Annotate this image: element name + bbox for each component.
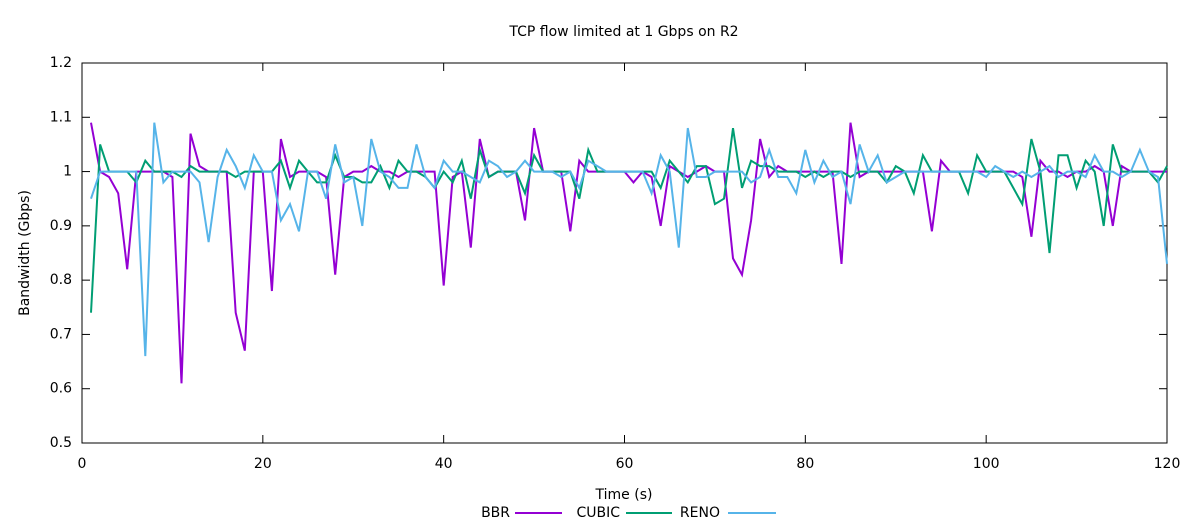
series-line	[90, 127, 1168, 313]
y-tick-label: 0.7	[50, 326, 72, 342]
y-axis-label: Bandwidth (Gbps)	[17, 190, 33, 316]
x-tick-label: 80	[796, 456, 814, 472]
y-tick-label: 0.9	[50, 218, 72, 234]
y-tick-label: 0.5	[50, 435, 72, 451]
series-line	[90, 122, 1168, 357]
chart-title: TCP flow limited at 1 Gbps on R2	[508, 24, 738, 40]
x-tick-label: 0	[78, 456, 87, 472]
y-tick-label: 0.8	[50, 272, 72, 288]
x-tick-label: 100	[973, 456, 1000, 472]
y-tick-label: 1.1	[50, 109, 72, 125]
x-axis-label: Time (s)	[595, 487, 653, 503]
y-tick-label: 1.2	[50, 55, 72, 71]
legend-label: CUBIC	[576, 505, 620, 521]
legend-label: BBR	[481, 505, 510, 521]
x-tick-label: 20	[254, 456, 272, 472]
x-tick-label: 60	[616, 456, 634, 472]
legend-label: RENO	[680, 505, 720, 521]
y-tick-label: 0.6	[50, 381, 72, 397]
y-tick-label: 1	[63, 164, 72, 180]
x-tick-label: 120	[1154, 456, 1181, 472]
plot-frame	[81, 62, 1168, 444]
x-tick-label: 40	[435, 456, 453, 472]
